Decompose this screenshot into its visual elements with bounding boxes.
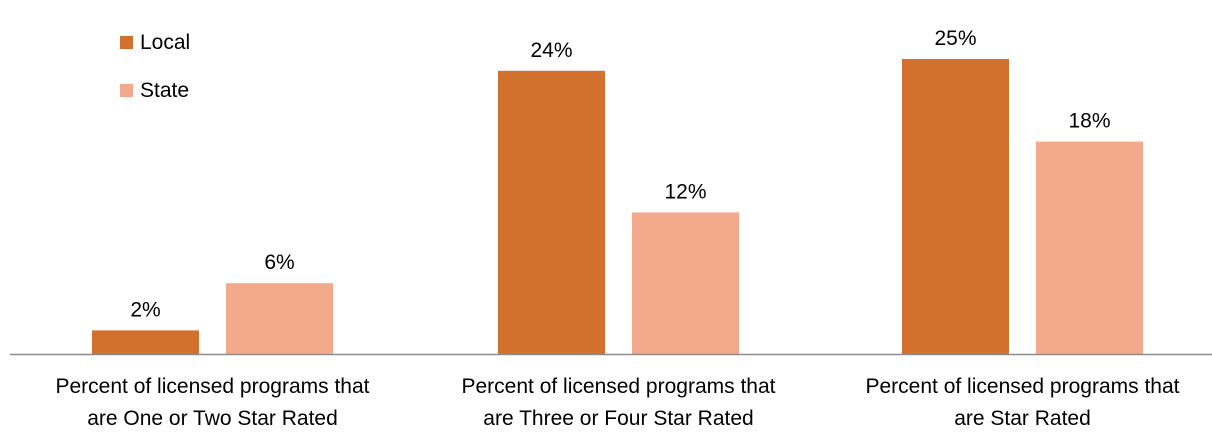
value-label-local-1: 2%: [130, 298, 160, 321]
category-label-2-line-1: Percent of licensed programs that: [462, 375, 776, 398]
bars: [92, 59, 1143, 355]
category-label-3-line-1: Percent of licensed programs that: [866, 375, 1180, 398]
bar-local-3: [902, 59, 1009, 354]
category-label-1-line-2: are One or Two Star Rated: [87, 407, 338, 430]
legend-label-state: State: [140, 79, 189, 102]
bar-state-3: [1036, 141, 1143, 354]
value-label-local-3: 25%: [934, 27, 976, 50]
bar-state-2: [632, 212, 739, 354]
value-labels: 2% 24% 25% 6% 12% 18%: [130, 27, 1110, 321]
legend: Local State: [120, 31, 190, 102]
bar-state-1: [226, 283, 333, 354]
legend-swatch-state: [120, 84, 133, 97]
category-label-1-line-1: Percent of licensed programs that: [56, 375, 370, 398]
legend-swatch-local: [120, 36, 133, 49]
bar-local-1: [92, 330, 199, 354]
value-label-local-2: 24%: [530, 39, 572, 62]
category-labels: Percent of licensed programs that are One…: [56, 375, 1180, 430]
value-label-state-1: 6%: [264, 251, 294, 274]
category-label-2-line-2: are Three or Four Star Rated: [483, 407, 753, 430]
bar-local-2: [498, 70, 605, 355]
value-label-state-2: 12%: [664, 180, 706, 203]
category-label-3-line-2: are Star Rated: [954, 407, 1091, 430]
legend-label-local: Local: [140, 31, 190, 54]
value-label-state-3: 18%: [1068, 110, 1110, 133]
